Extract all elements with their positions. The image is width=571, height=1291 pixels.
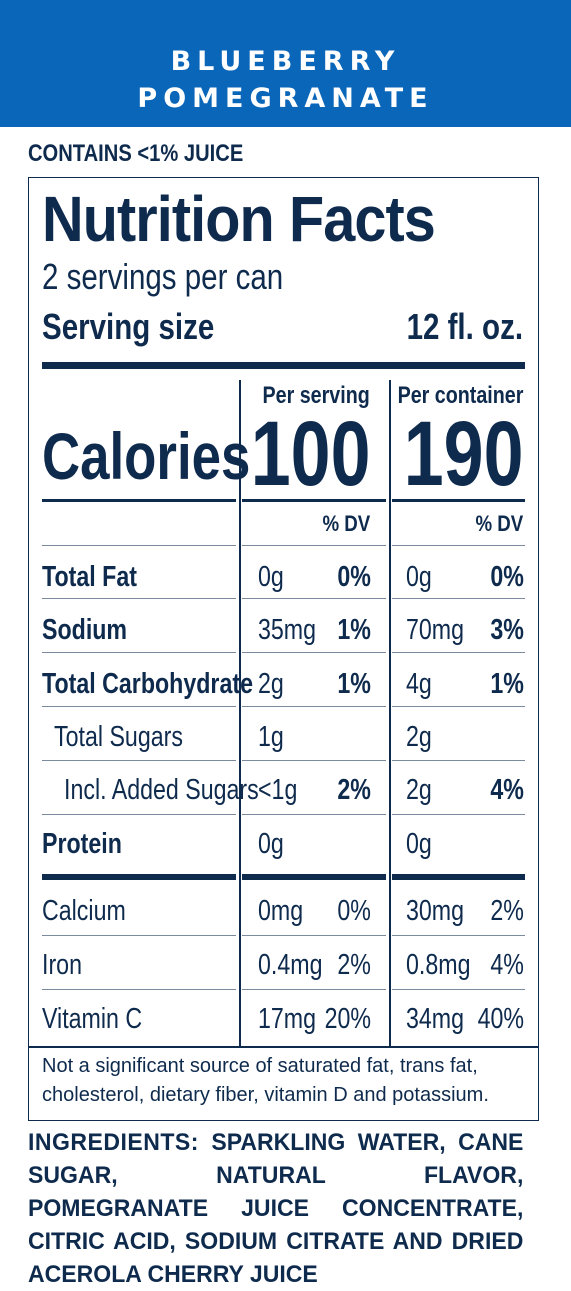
daily-value-percent: 0% [337,561,371,593]
daily-value-percent: 2% [490,895,524,927]
daily-value-percent: 1% [337,614,371,646]
nutrient-amount: 1g [258,721,284,753]
nutrition-facts-title: Nutrition Facts [42,183,436,255]
calories-label: Calories [42,419,251,493]
footnote-divider [29,1046,538,1048]
row-divider [242,598,386,599]
row-divider [242,935,386,936]
footnote: Not a significant source of saturated fa… [42,1055,489,1106]
nutrient-label: Total Sugars [54,721,183,753]
row-divider [42,760,236,761]
dv-header-container: % DV [475,511,523,536]
row-divider [392,706,525,707]
row-divider [242,989,386,990]
row-divider [392,989,525,990]
per-serving-header: Per serving [262,382,370,409]
row-divider [392,652,525,653]
row-divider [392,935,525,936]
row-divider [242,760,386,761]
nutrient-label: Sodium [42,614,128,646]
per-container-header: Per container [397,382,523,409]
row-divider [392,760,525,761]
nutrient-label: Incl. Added Sugars [64,774,259,806]
vitamin-divider-mid [242,874,386,880]
calories-per-container: 190 [403,403,523,505]
row-divider [392,598,525,599]
row-divider [42,545,236,546]
daily-value-percent: 20% [324,1003,371,1035]
ingredients-label: INGREDIENTS: [28,1129,199,1156]
nutrient-amount: 2g [258,668,284,700]
nutrient-label: Protein [42,828,122,860]
row-divider [392,814,525,815]
vitamin-amount: 17mg [258,1003,317,1035]
row-divider [42,598,236,599]
row-divider [242,814,386,815]
vitamin-divider-right [392,874,525,880]
daily-value-percent: 2% [337,774,371,806]
nutrient-amount: 0g [406,828,432,860]
vitamin-amount: 0.8mg [406,949,471,981]
column-divider-container [389,380,391,1046]
row-divider [242,545,386,546]
thick-divider [42,362,525,369]
dv-header-serving: % DV [322,511,370,536]
serving-size-label: Serving size [42,306,215,347]
daily-value-percent: 4% [490,949,524,981]
row-divider [42,935,236,936]
row-divider [242,706,386,707]
vitamin-amount: 0.4mg [258,949,323,981]
calories-per-serving: 100 [250,403,370,505]
vitamin-label: Vitamin C [42,1003,143,1035]
nutrient-amount: <1g [258,774,298,806]
nutrient-amount: 2g [406,774,432,806]
row-divider [42,989,236,990]
row-divider [42,652,236,653]
calories-divider-right [392,499,525,502]
vitamin-amount: 34mg [406,1003,465,1035]
nutrient-amount: 0g [258,828,284,860]
flavor-name-line2: POMEGRANATE [137,83,434,114]
nutrition-facts-panel [28,177,539,1121]
row-divider [42,706,236,707]
nutrient-amount: 4g [406,668,432,700]
nutrient-amount: 35mg [258,614,317,646]
vitamin-divider-left [42,874,236,880]
calories-divider-mid [242,499,386,502]
daily-value-percent: 40% [477,1003,524,1035]
nutrient-label: Total Fat [42,561,137,593]
daily-value-percent: 0% [337,895,371,927]
daily-value-percent: 2% [337,949,371,981]
daily-value-percent: 0% [490,561,524,593]
nutrient-amount: 2g [406,721,432,753]
nutrient-amount: 0g [406,561,432,593]
daily-value-percent: 4% [490,774,524,806]
calories-divider-left [42,499,236,502]
row-divider [42,814,236,815]
ingredients: INGREDIENTS: SPARKLING WATER, CANE SUGAR… [28,1126,523,1291]
servings-per-container: 2 servings per can [42,256,284,297]
nutrient-amount: 70mg [406,614,465,646]
flavor-banner: BLUEBERRY POMEGRANATE [0,0,571,127]
daily-value-percent: 1% [337,668,371,700]
vitamin-label: Calcium [42,895,126,927]
row-divider [392,545,525,546]
serving-size-value: 12 fl. oz. [406,306,523,347]
daily-value-percent: 3% [490,614,524,646]
vitamin-amount: 30mg [406,895,465,927]
daily-value-percent: 1% [490,668,524,700]
nutrient-label: Total Carbohydrate [42,668,253,700]
vitamin-amount: 0mg [258,895,304,927]
nutrient-amount: 0g [258,561,284,593]
juice-content-note: CONTAINS <1% JUICE [28,140,244,167]
flavor-name-line1: BLUEBERRY [170,46,401,77]
row-divider [242,652,386,653]
column-divider-serving [239,380,241,1046]
vitamin-label: Iron [42,949,82,981]
